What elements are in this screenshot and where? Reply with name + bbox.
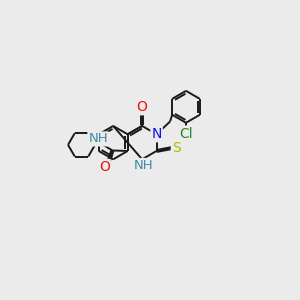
Text: O: O <box>99 160 110 174</box>
Text: O: O <box>137 100 148 114</box>
Text: Cl: Cl <box>179 127 193 141</box>
Text: S: S <box>172 141 181 155</box>
Text: N: N <box>152 127 162 141</box>
Text: NH: NH <box>134 159 153 172</box>
Text: NH: NH <box>88 133 108 146</box>
